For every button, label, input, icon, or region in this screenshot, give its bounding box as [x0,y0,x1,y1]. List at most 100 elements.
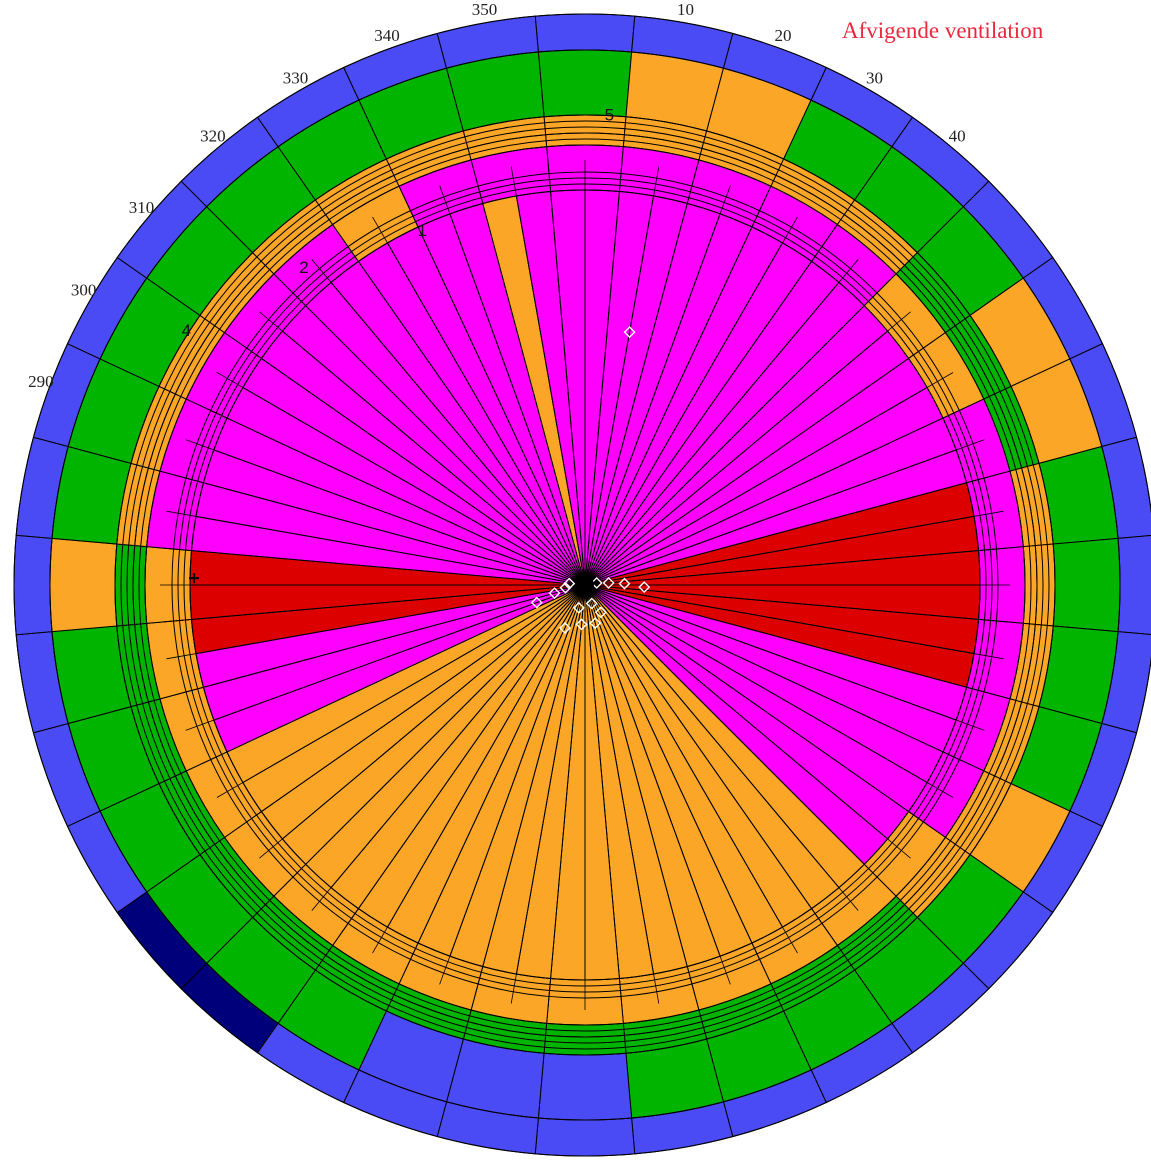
marker-layer [189,326,651,634]
angle-label: 300 [71,281,97,300]
white-diamond-marker [559,581,572,594]
spoke-lines [160,160,1010,1010]
middle-ring-sector [537,1052,633,1121]
spoke-line [166,510,586,586]
white-diamond-marker [572,601,585,614]
angle-label: 350 [472,0,498,19]
spoke-line [584,259,859,586]
spoke-line [185,439,586,586]
spoke-line [584,174,696,586]
white-diamond-marker [530,596,543,609]
spoke-line [236,584,586,830]
spoke-line [510,584,586,1004]
spoke-line [372,584,586,954]
spoke-line [161,584,586,623]
outer-ring-sector [1117,534,1151,636]
spoke-line [439,185,586,586]
spoke-line [584,474,996,586]
spoke-line [284,584,586,886]
spoke-line [584,584,1009,623]
spoke-line [439,584,586,985]
spoke-line [584,199,765,586]
spoke-line [405,199,586,586]
angle-label: 330 [283,69,309,88]
spoke-line [584,584,1004,660]
spoke-line [372,216,586,586]
spoke-line [161,547,586,586]
middle-ring-sector [537,49,633,118]
spoke-line [259,584,586,859]
spoke-line [584,439,985,586]
spoke-line [584,236,830,586]
white-diamond-marker [590,576,603,589]
middle-ring-sector [49,537,118,633]
center-hub [576,576,594,594]
white-diamond-marker [618,577,631,590]
ring-line [13,13,1151,1157]
outer-ring-sector [534,1117,636,1157]
white-diamond-marker [602,576,615,589]
ring-line [49,49,1121,1121]
white-diamond-marker [623,326,636,339]
spoke-line [584,340,934,586]
spoke-line [584,584,830,934]
angle-label: 40 [949,126,966,145]
spoke-line [584,584,954,798]
outer-ring-sector [13,534,53,636]
ring-line [114,114,1056,1056]
spoke-line [510,166,586,586]
spoke-line [216,372,586,586]
angle-label: 320 [200,126,226,145]
spoke-line [547,584,586,1009]
spoke-line [584,584,660,1004]
spoke-line [547,161,586,586]
spoke-line [474,584,586,996]
white-diamond-marker [594,606,607,619]
band-ring-sector [543,1022,627,1056]
angle-label: 20 [775,26,792,45]
ring-label: 1 [418,221,427,240]
ring-line [144,144,1026,1026]
spoke-line [584,405,971,586]
spoke-line [340,584,586,934]
spoke-line [284,284,586,586]
spoke-line [584,584,934,830]
white-diamond-marker [589,617,602,630]
spoke-line [584,584,985,731]
white-diamond-marker [575,618,588,631]
ring-line [132,132,1038,1038]
spoke-line [584,584,731,985]
spoke-line [311,584,586,911]
spoke-line [584,584,971,765]
spoke-line [584,185,731,586]
spoke-line [174,584,586,696]
angle-label: 310 [129,198,155,217]
spoke-line [340,236,586,586]
spoke-line [584,166,660,586]
white-diamond-marker [558,621,571,634]
spoke-line [259,311,586,586]
spoke-line [185,584,586,731]
spoke-line [584,584,765,971]
angle-label: 10 [677,0,694,19]
spoke-line [584,161,623,586]
spoke-line [405,584,586,971]
outer-ring-sector [534,13,636,53]
ring-label: 2 [299,258,308,277]
spoke-line [584,584,886,886]
ring-line [120,120,1050,1050]
ring-label: 4 [182,321,191,340]
spoke-line [584,584,996,696]
spoke-line [584,547,1009,586]
label-layer: 10 20 30 40 290 300 310 320 330 340 350 1 2 4 5 [28,0,966,391]
spoke-line [174,474,586,586]
band-ring-sector [114,543,148,627]
spoke-line [584,584,623,1009]
spoke-line [199,405,586,586]
spoke-line [584,510,1004,586]
spoke-line [584,284,886,586]
ring-line [138,138,1032,1032]
spoke-line [311,259,586,586]
